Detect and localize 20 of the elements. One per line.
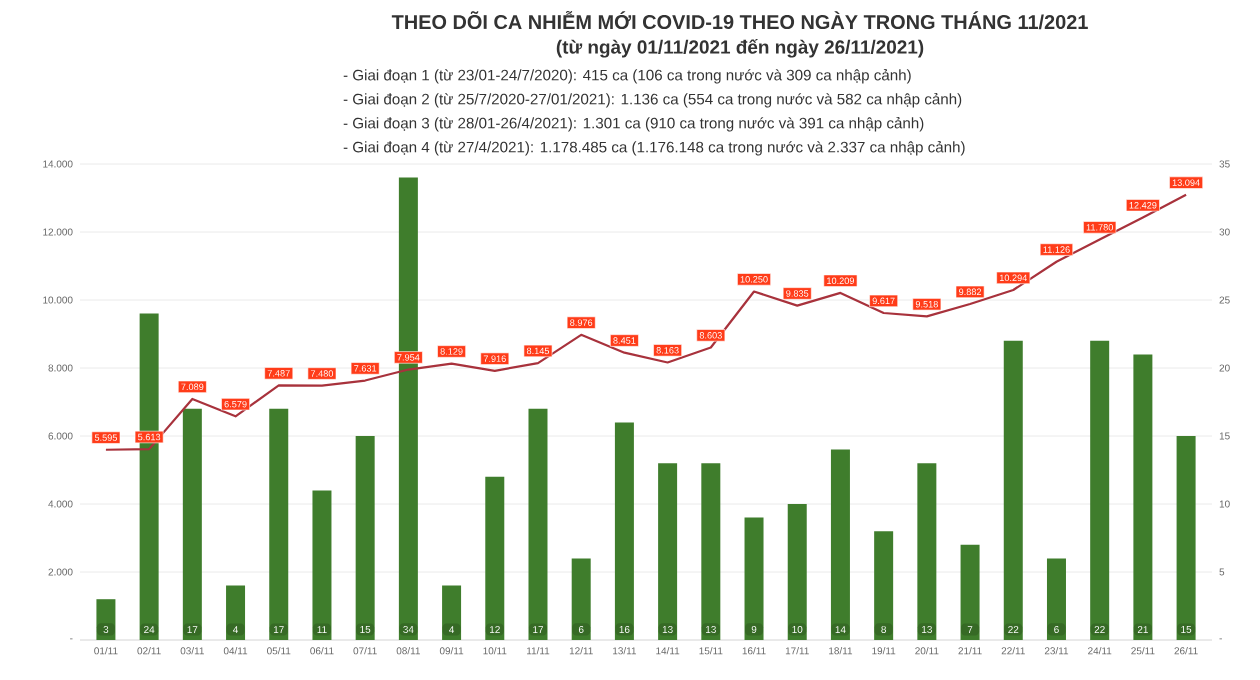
bar (830, 449, 850, 640)
bar (744, 517, 764, 640)
bar (614, 422, 634, 640)
bar (658, 463, 678, 640)
bar (1133, 354, 1153, 640)
bar (528, 408, 548, 640)
bar (1090, 340, 1110, 640)
bar (787, 504, 807, 640)
bar (269, 408, 289, 640)
bar (312, 490, 332, 640)
chart-subtitle: (từ ngày 01/11/2021 đến ngày 26/11/2021) (556, 39, 924, 58)
bar (398, 177, 418, 640)
bar (917, 463, 937, 640)
bar (701, 463, 721, 640)
bar (1003, 340, 1023, 640)
bar (182, 408, 202, 640)
bar (485, 476, 505, 640)
bar (355, 436, 375, 640)
chart-title: THEO DÕI CA NHIỄM MỚI COVID-19 THEO NGÀY TRONG THÁNG 11/2021 (391, 11, 1088, 30)
bar (1176, 436, 1196, 640)
